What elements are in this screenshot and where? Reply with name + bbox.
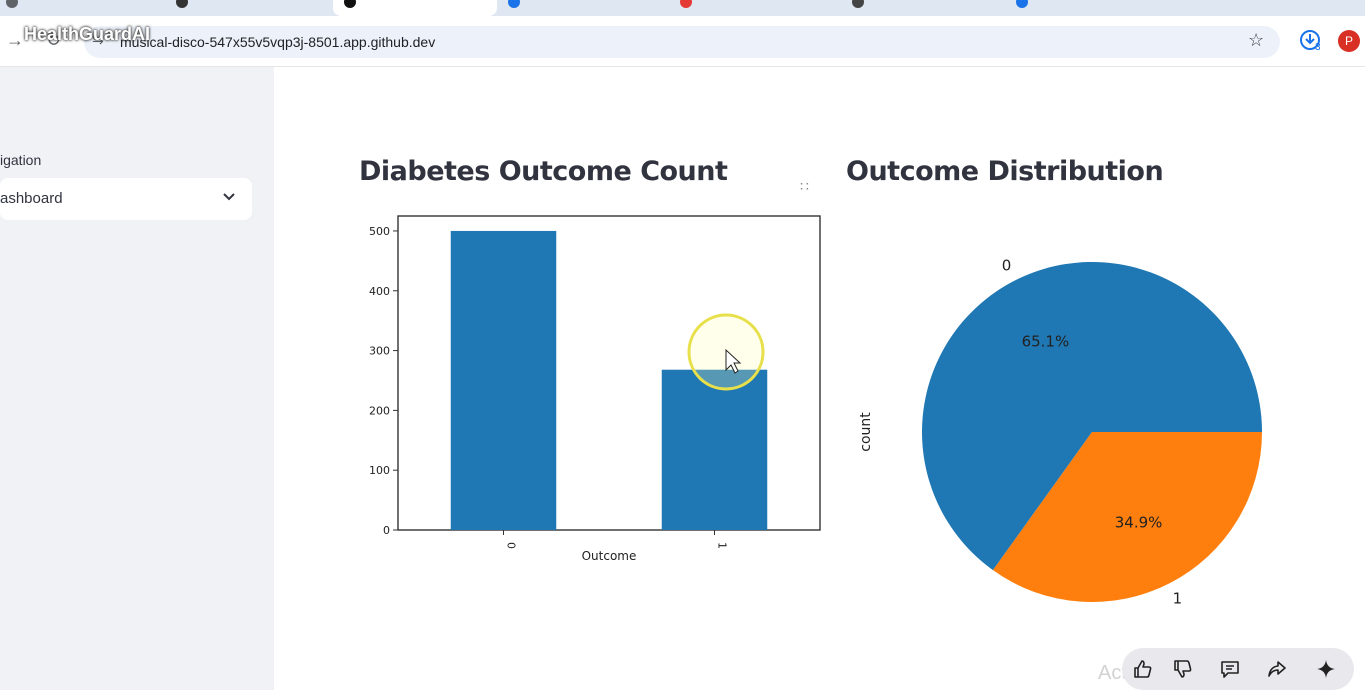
tab-favicon [852,0,864,8]
pie-chart-title: Outcome Distribution [846,156,1164,187]
tab-favicon [680,0,692,8]
y-tick-label: 200 [369,404,390,417]
reload-icon[interactable]: ↻ [46,30,62,50]
browser-tab[interactable] [0,0,160,16]
x-tick-label: 1 [716,542,729,549]
x-tick-label: 0 [505,542,518,549]
profile-initial: P [1344,34,1353,48]
y-tick-label: 300 [369,345,390,358]
app-title-overlay: HealthGuardAI [24,24,151,44]
browser-tab-active[interactable] [333,0,497,16]
sparkle-icon[interactable] [1313,656,1339,682]
browser-tab[interactable] [165,0,331,16]
bar-1 [661,369,768,530]
pie-label-0: 0 [1002,257,1012,275]
share-icon[interactable] [1264,656,1290,682]
page-select-value: ashboard [0,190,63,207]
y-tick-label: 100 [369,464,390,477]
browser-tab[interactable] [842,0,1004,16]
pie-pct-0: 65.1% [1022,332,1070,350]
site-info-icon[interactable]: ⇆ [92,31,104,47]
address-bar[interactable]: ⇆ musical-disco-547x55v5vqp3j-8501.app.g… [84,26,1280,58]
star-icon[interactable]: ☆ [1248,30,1265,50]
pie-label-1: 1 [1173,589,1183,607]
profile-avatar[interactable]: P [1338,30,1360,52]
back-arrow-icon[interactable]: → [6,30,24,50]
sidebar [0,67,274,690]
tab-favicon [6,0,18,8]
tab-favicon [1016,0,1028,8]
tab-favicon [508,0,520,8]
comment-icon[interactable] [1217,656,1243,682]
reaction-bar [1122,648,1354,690]
tab-favicon [344,0,356,8]
pie-chart: 0 65.1% 1 34.9% count [858,257,1262,607]
x-axis-label: Outcome [582,549,637,563]
browser-tab[interactable] [670,0,840,16]
tab-favicon [176,0,188,8]
y-tick-label: 500 [369,225,390,238]
browser-toolbar: → ↻ ⇆ musical-disco-547x55v5vqp3j-8501.a… [0,16,1365,67]
pie-slice-1 [992,432,1262,602]
drag-handle-icon[interactable]: ∷ [800,178,809,194]
pie-pct-1: 34.9% [1115,514,1163,532]
thumbs-up-icon[interactable] [1130,656,1156,682]
download-icon[interactable]: 3 [1298,28,1324,54]
pie-slice-0 [922,262,1262,571]
bar-0 [450,230,557,530]
bar-chart-title: Diabetes Outcome Count [359,156,728,187]
browser-tab-bar [0,0,1365,16]
page-select[interactable]: ashboard [0,178,252,220]
y-tick-label: 0 [383,524,390,537]
chevron-down-icon [223,193,235,201]
thumbs-down-icon[interactable] [1170,656,1196,682]
mouse-pointer-icon [725,348,742,374]
y-tick-label: 400 [369,285,390,298]
url-text[interactable]: musical-disco-547x55v5vqp3j-8501.app.git… [120,34,436,50]
browser-tab[interactable] [500,0,668,16]
download-badge: 3 [1315,42,1321,53]
pie-y-axis-label: count [858,412,874,452]
navigation-label: igation [0,152,42,168]
browser-tab[interactable] [1006,0,1174,16]
bar-chart: 0 1 0 100 200 300 400 500 Outcome [369,215,821,563]
